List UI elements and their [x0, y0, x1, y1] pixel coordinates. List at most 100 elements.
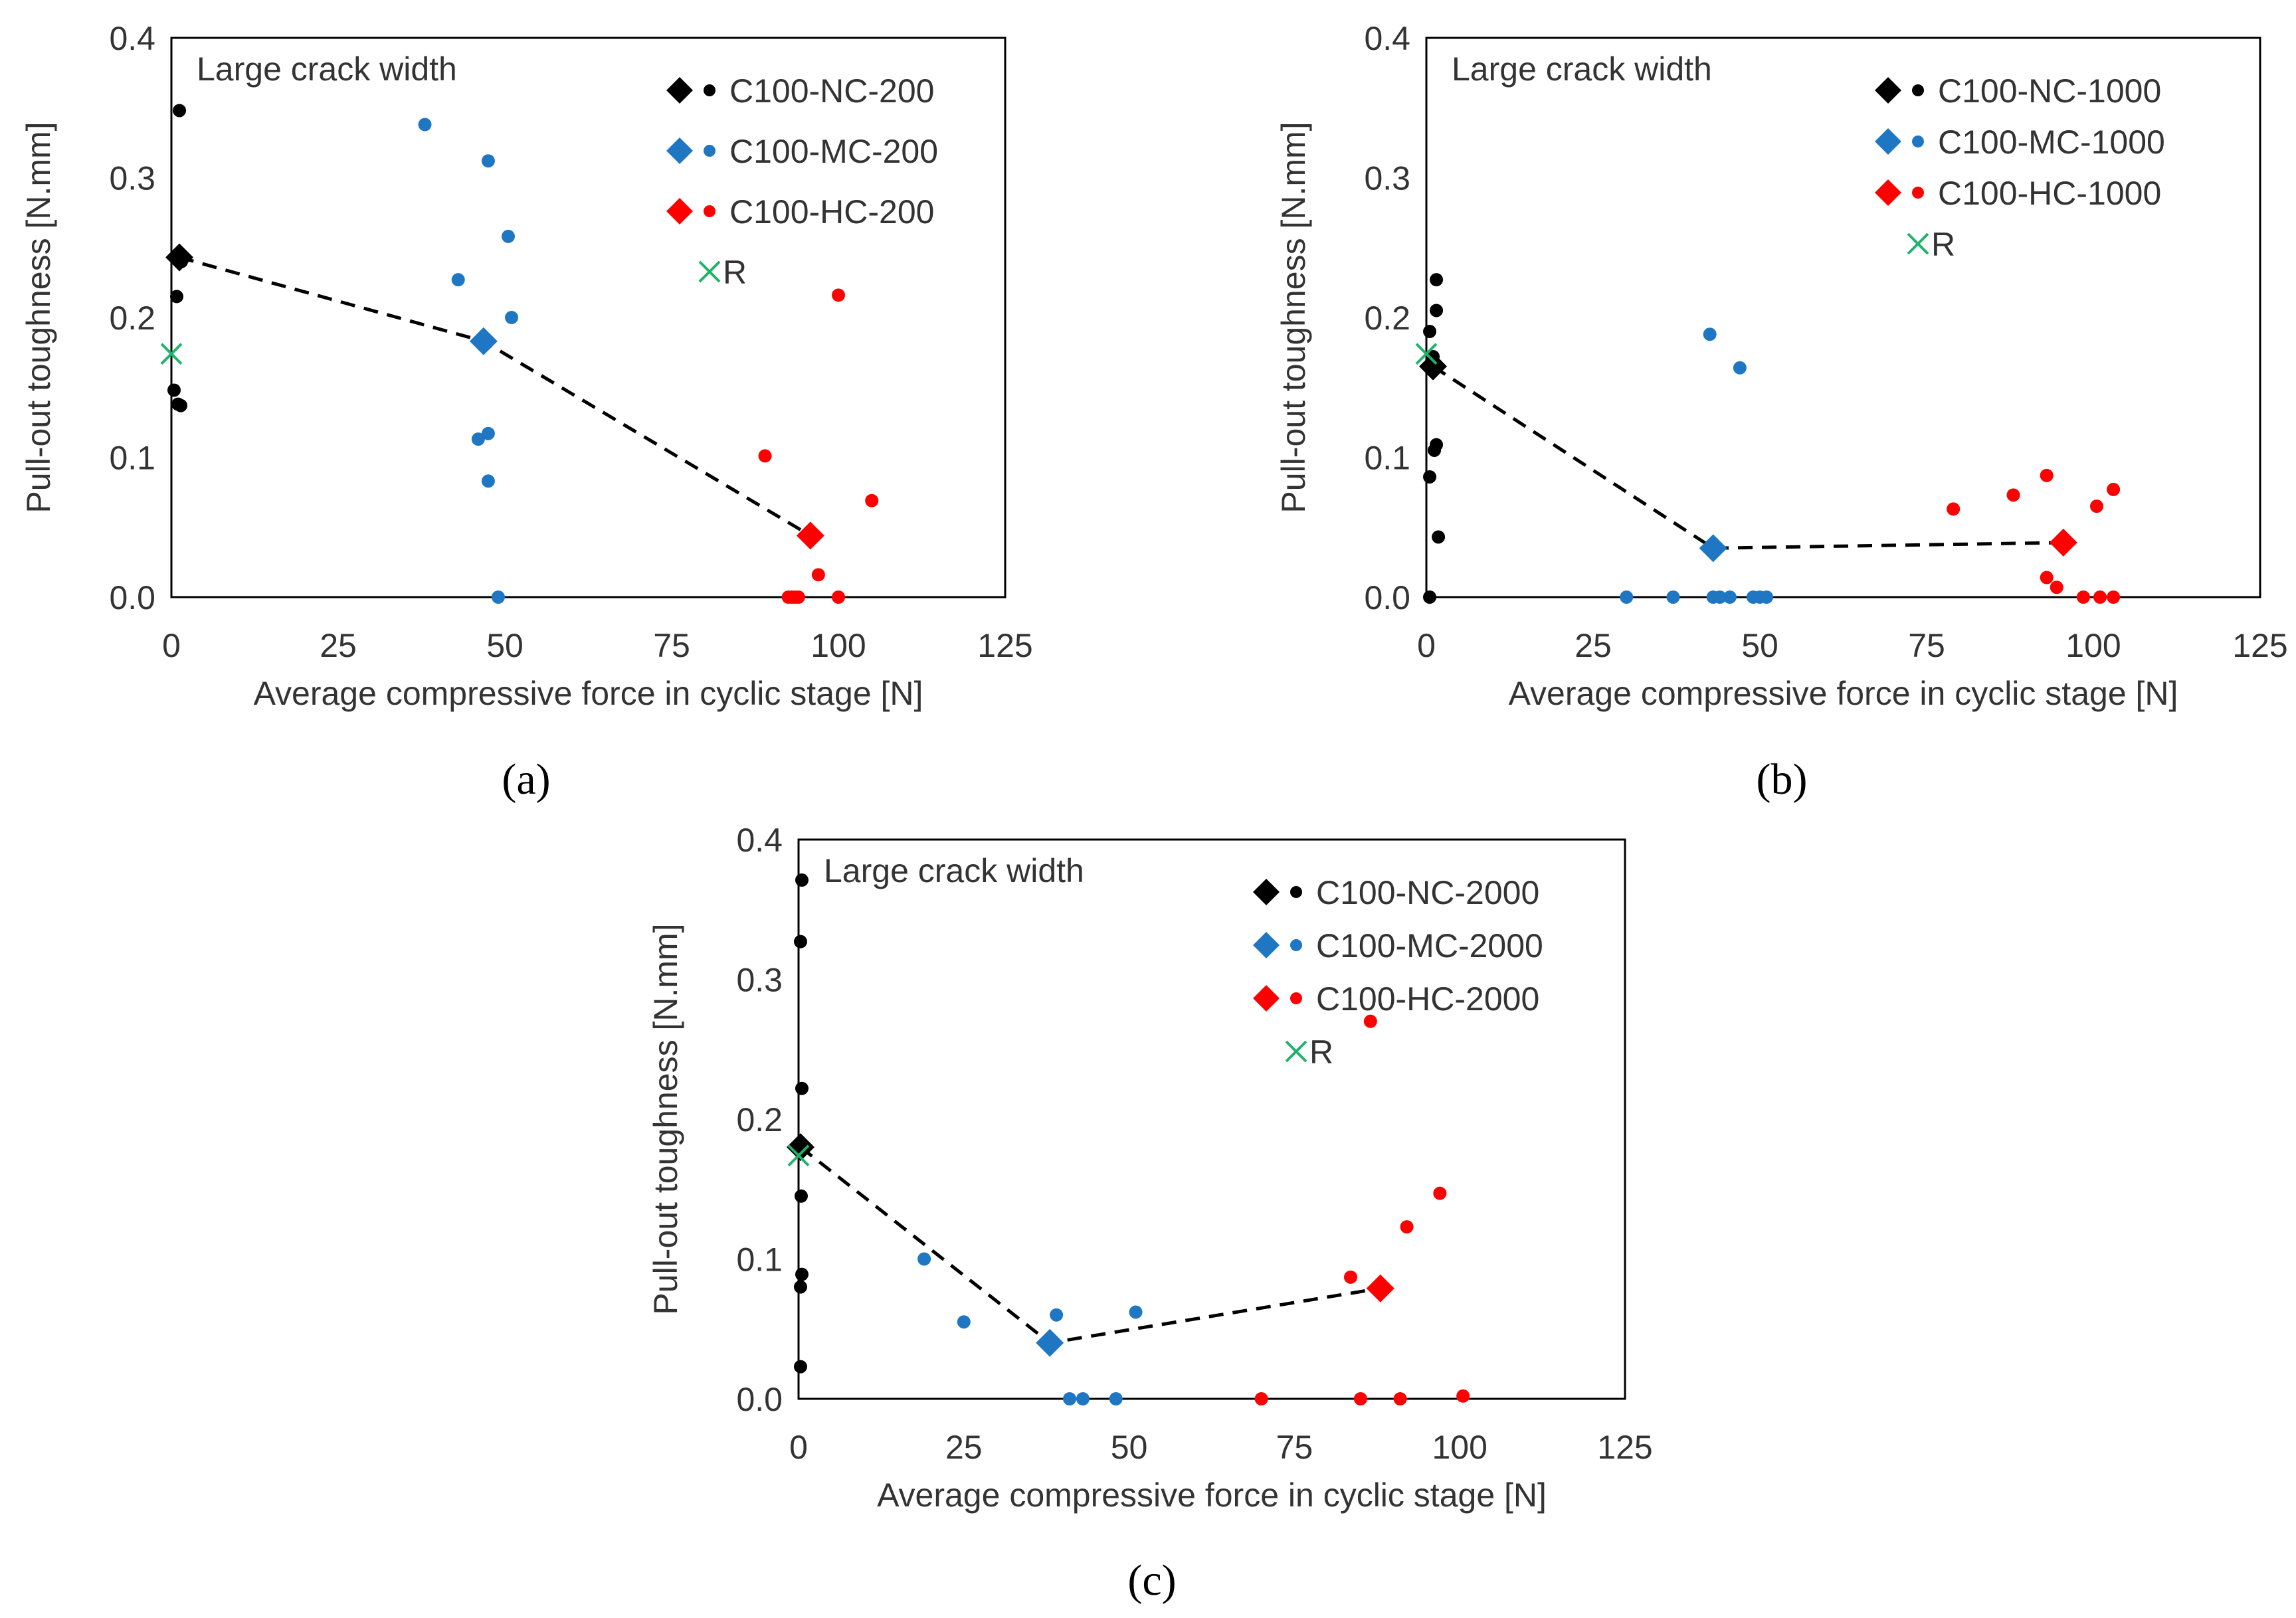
data-point — [1428, 443, 1442, 457]
legend-dot-marker — [704, 205, 716, 217]
data-point — [1423, 470, 1437, 484]
annotation-large-crack-width: Large crack width — [1452, 50, 1712, 88]
mean-diamond-marker — [1366, 1274, 1394, 1303]
y-tick-label: 0.0 — [1364, 579, 1410, 616]
x-tick-label: 125 — [2232, 627, 2287, 664]
x-axis-title: Average compressive force in cyclic stag… — [1509, 675, 2178, 712]
series-C100-HC-2000 — [1254, 1014, 1470, 1405]
mean-diamond-marker — [1419, 352, 1448, 381]
mean-trend-line — [799, 1146, 1381, 1345]
data-point — [1733, 361, 1747, 375]
y-tick-label: 0.2 — [1364, 300, 1410, 337]
data-point — [2107, 590, 2121, 604]
y-axis-title: Pull-out toughness [N.mm] — [647, 923, 684, 1314]
data-point — [481, 474, 495, 488]
data-point — [505, 311, 519, 324]
data-point — [1063, 1392, 1077, 1405]
x-tick-label: 125 — [977, 627, 1032, 664]
legend-label: C100-MC-1000 — [1938, 124, 2165, 161]
legend-diamond-marker — [666, 198, 693, 225]
data-point — [418, 118, 432, 132]
legend-label: R — [723, 254, 747, 291]
legend-item: R — [1285, 1034, 1333, 1071]
reference-point-marker — [1415, 343, 1438, 365]
data-point — [1393, 1392, 1407, 1405]
data-point — [2076, 590, 2090, 604]
data-point — [917, 1252, 931, 1266]
legend-r-marker — [1907, 232, 1929, 255]
legend-diamond-marker — [1253, 932, 1280, 958]
legend-label: R — [1931, 226, 1955, 263]
data-point — [2040, 468, 2054, 482]
x-axis-title: Average compressive force in cyclic stag… — [877, 1477, 1547, 1514]
legend-item: C100-HC-2000 — [1253, 980, 1539, 1018]
series-C100-MC-1000 — [1620, 327, 1774, 604]
x-tick-label: 125 — [1597, 1429, 1652, 1466]
legend-item: R — [1907, 226, 1955, 263]
mean-diamond-marker — [1036, 1328, 1064, 1357]
data-point — [1723, 590, 1737, 604]
mean-diamond-marker — [165, 243, 194, 272]
mean-trend-line — [179, 256, 812, 537]
legend: C100-NC-1000 C100-MC-1000 C100-HC-1000 R — [1875, 72, 2165, 263]
data-point — [791, 590, 805, 604]
data-point — [1353, 1392, 1367, 1405]
series-C100-NC-1000 — [1419, 273, 1448, 604]
x-tick-label: 75 — [653, 627, 690, 664]
series-C100-HC-200 — [758, 288, 879, 604]
data-point — [2050, 581, 2063, 594]
x-tick-label: 25 — [320, 627, 357, 664]
plot-area-frame — [797, 838, 1626, 1400]
mean-diamond-marker — [469, 327, 498, 355]
legend-label: C100-NC-200 — [729, 72, 934, 110]
data-point — [758, 449, 772, 463]
data-point — [1109, 1392, 1123, 1405]
data-point — [1713, 590, 1727, 604]
data-point — [2006, 488, 2020, 502]
mean-diamond-marker — [796, 521, 824, 550]
data-point — [1129, 1305, 1143, 1319]
data-point — [1456, 1389, 1470, 1403]
data-point — [1666, 590, 1680, 604]
legend-item: C100-MC-2000 — [1253, 927, 1543, 964]
data-point — [2040, 571, 2054, 584]
data-point — [1430, 304, 1444, 317]
data-point — [832, 590, 845, 604]
y-tick-label: 0.1 — [1364, 440, 1410, 477]
legend-item: C100-MC-1000 — [1875, 124, 2165, 161]
legend-item: C100-HC-1000 — [1875, 175, 2161, 212]
data-point — [481, 426, 495, 440]
panel-label: (b) — [1757, 755, 1808, 804]
legend-label: C100-HC-1000 — [1938, 175, 2161, 212]
legend-label: C100-NC-2000 — [1316, 874, 1539, 911]
annotation-large-crack-width: Large crack width — [197, 50, 457, 88]
data-point — [1703, 327, 1717, 341]
y-tick-label: 0.3 — [109, 160, 155, 197]
legend-item: C100-NC-1000 — [1875, 72, 2161, 110]
data-point — [865, 494, 879, 507]
mean-diamond-marker — [786, 1133, 814, 1162]
data-point — [795, 1267, 809, 1281]
data-point — [794, 1189, 808, 1203]
legend-diamond-marker — [1875, 128, 1901, 155]
legend-diamond-marker — [1875, 179, 1901, 206]
data-point — [481, 154, 495, 168]
chart-panel-3: 0.0 0.1 0.2 0.3 0.4 0 25 50 75 100 125 Average comp… — [647, 822, 1653, 1605]
x-tick-label: 75 — [1276, 1429, 1313, 1466]
legend-diamond-marker — [1875, 77, 1901, 104]
mean-trend-line — [1432, 365, 2063, 550]
series-C100-NC-200 — [165, 104, 194, 412]
x-tick-label: 25 — [1575, 627, 1612, 664]
x-tick-label: 50 — [486, 627, 524, 664]
x-axis-title: Average compressive force in cyclic stag… — [254, 675, 923, 712]
data-point — [1430, 273, 1444, 287]
data-point — [1076, 1392, 1090, 1405]
y-tick-label: 0.3 — [1364, 160, 1410, 197]
legend-item: C100-NC-200 — [666, 72, 934, 110]
data-point — [451, 273, 465, 287]
legend-dot-marker — [704, 84, 716, 96]
series-R — [160, 343, 183, 365]
x-tick-label: 50 — [1111, 1429, 1148, 1466]
legend-diamond-marker — [1253, 879, 1280, 905]
data-point — [793, 1280, 807, 1294]
